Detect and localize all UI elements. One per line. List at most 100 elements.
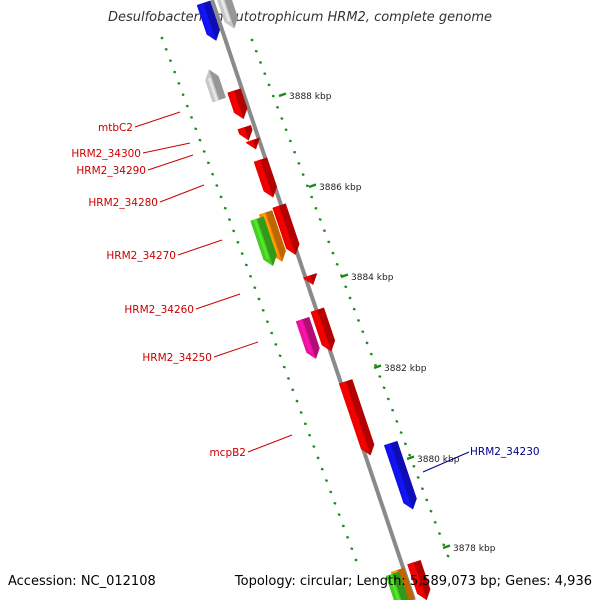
gene-label[interactable]: mcpB2 xyxy=(209,447,246,459)
HRM2_34260-gene[interactable] xyxy=(303,273,317,285)
inner-tick xyxy=(261,308,265,312)
inner-tick xyxy=(312,445,316,448)
top-blue-gene[interactable] xyxy=(196,0,220,41)
mtbC2-gene[interactable] xyxy=(227,88,248,119)
green-gene[interactable] xyxy=(250,216,277,267)
inner-tick xyxy=(232,229,236,233)
gene-label[interactable]: HRM2_34280 xyxy=(88,197,158,209)
gene-callout-line xyxy=(134,111,181,128)
gene-label[interactable]: HRM2_34230 xyxy=(470,446,540,458)
inner-tick xyxy=(337,513,341,517)
outer-tick xyxy=(442,543,446,547)
gene-label[interactable]: HRM2_34300 xyxy=(71,148,141,160)
inner-tick xyxy=(240,252,244,256)
inner-tick xyxy=(341,524,345,528)
outer-tick xyxy=(267,83,271,87)
outer-tick xyxy=(344,285,348,289)
inner-tick xyxy=(299,411,303,414)
top-gray-gene[interactable] xyxy=(217,0,238,29)
gene-callout-line xyxy=(159,184,205,203)
gene-label[interactable]: HRM2_34260 xyxy=(124,304,194,316)
outer-tick xyxy=(314,206,318,210)
outer-tick xyxy=(348,296,352,300)
outer-tick xyxy=(276,105,280,109)
gene-label[interactable]: HRM2_34250 xyxy=(142,352,212,364)
HRM2_34230-gene[interactable] xyxy=(384,440,417,510)
mcpB2-gene[interactable] xyxy=(339,379,375,456)
ruler-label: 3878 kbp xyxy=(453,544,496,554)
outer-tick xyxy=(408,453,412,457)
major-tick xyxy=(406,455,415,461)
outer-tick xyxy=(386,397,390,401)
outer-tick xyxy=(250,38,254,42)
inner-tick xyxy=(286,376,291,380)
bottom-red-gene[interactable] xyxy=(407,559,431,600)
inner-tick xyxy=(346,535,350,539)
inner-tick xyxy=(329,490,333,494)
outer-tick xyxy=(382,386,386,390)
gene-label[interactable]: HRM2_34270 xyxy=(106,250,176,262)
gene-callout-line xyxy=(142,142,191,154)
inner-tick xyxy=(253,286,257,290)
outer-tick xyxy=(378,375,382,378)
gene-callout-line xyxy=(177,239,223,256)
gray-gene-left[interactable] xyxy=(205,69,226,103)
inner-tick xyxy=(265,320,269,324)
inner-tick xyxy=(181,93,185,97)
inner-tick xyxy=(295,399,299,403)
outer-tick xyxy=(369,352,373,356)
bottom-green-gene[interactable] xyxy=(385,571,409,600)
HRM2_34290-gene[interactable] xyxy=(246,137,260,150)
inner-tick xyxy=(324,479,329,483)
outer-tick xyxy=(437,532,442,536)
inner-tick xyxy=(173,70,177,74)
outer-tick xyxy=(288,139,292,143)
major-tick xyxy=(308,183,317,189)
HRM2_34300-gene[interactable] xyxy=(237,124,253,141)
HRM2_34250-gene[interactable] xyxy=(310,307,336,352)
inner-tick xyxy=(270,331,274,335)
outer-tick xyxy=(420,487,424,491)
genome-summary: Topology: circular; Length: 5,589,073 bp… xyxy=(234,574,592,589)
inner-tick xyxy=(236,240,240,244)
inner-tick xyxy=(219,195,223,199)
gene-label[interactable]: mtbC2 xyxy=(98,122,133,134)
inner-tick xyxy=(308,433,312,437)
accession-label: Accession: NC_012108 xyxy=(8,574,156,589)
inner-tick xyxy=(211,172,215,176)
outer-tick xyxy=(301,173,305,177)
outer-tick xyxy=(356,318,361,322)
inner-tick xyxy=(223,206,227,210)
outer-ruler-ticks xyxy=(250,38,450,558)
outer-tick xyxy=(297,161,301,165)
ruler-labels: 3888 kbp 3886 kbp 3884 kbp 3882 kbp 3880 kbp… xyxy=(278,92,496,554)
gene-callout-line xyxy=(422,451,470,473)
gene-callout-line xyxy=(213,341,259,358)
gene-label[interactable]: HRM2_34290 xyxy=(76,165,146,177)
outer-tick xyxy=(322,229,326,233)
HRM2_34280-gene[interactable] xyxy=(253,157,277,198)
inner-tick xyxy=(291,388,295,392)
inner-tick xyxy=(350,547,354,551)
inner-tick xyxy=(202,150,206,153)
outer-tick xyxy=(399,431,403,435)
ruler-label: 3886 kbp xyxy=(319,183,362,193)
outer-tick xyxy=(284,128,288,132)
inner-tick xyxy=(198,138,202,142)
inner-tick xyxy=(320,467,324,471)
gene-labels[interactable]: mtbC2 HRM2_34300 HRM2_34290 HRM2_34280 HRM2_… xyxy=(71,111,540,473)
inner-tick xyxy=(244,263,248,267)
outer-tick xyxy=(331,251,335,255)
outer-tick xyxy=(395,419,399,423)
genome-backbone xyxy=(210,0,416,600)
gene-features[interactable] xyxy=(196,0,431,600)
gene-callout-line xyxy=(147,154,194,171)
inner-tick xyxy=(274,342,278,346)
inner-tick xyxy=(164,47,168,51)
inner-tick xyxy=(257,297,261,301)
inner-tick xyxy=(278,354,282,358)
inner-tick xyxy=(160,36,164,40)
HRM2_34270-gene[interactable] xyxy=(272,203,300,255)
pink-gene[interactable] xyxy=(295,316,320,359)
